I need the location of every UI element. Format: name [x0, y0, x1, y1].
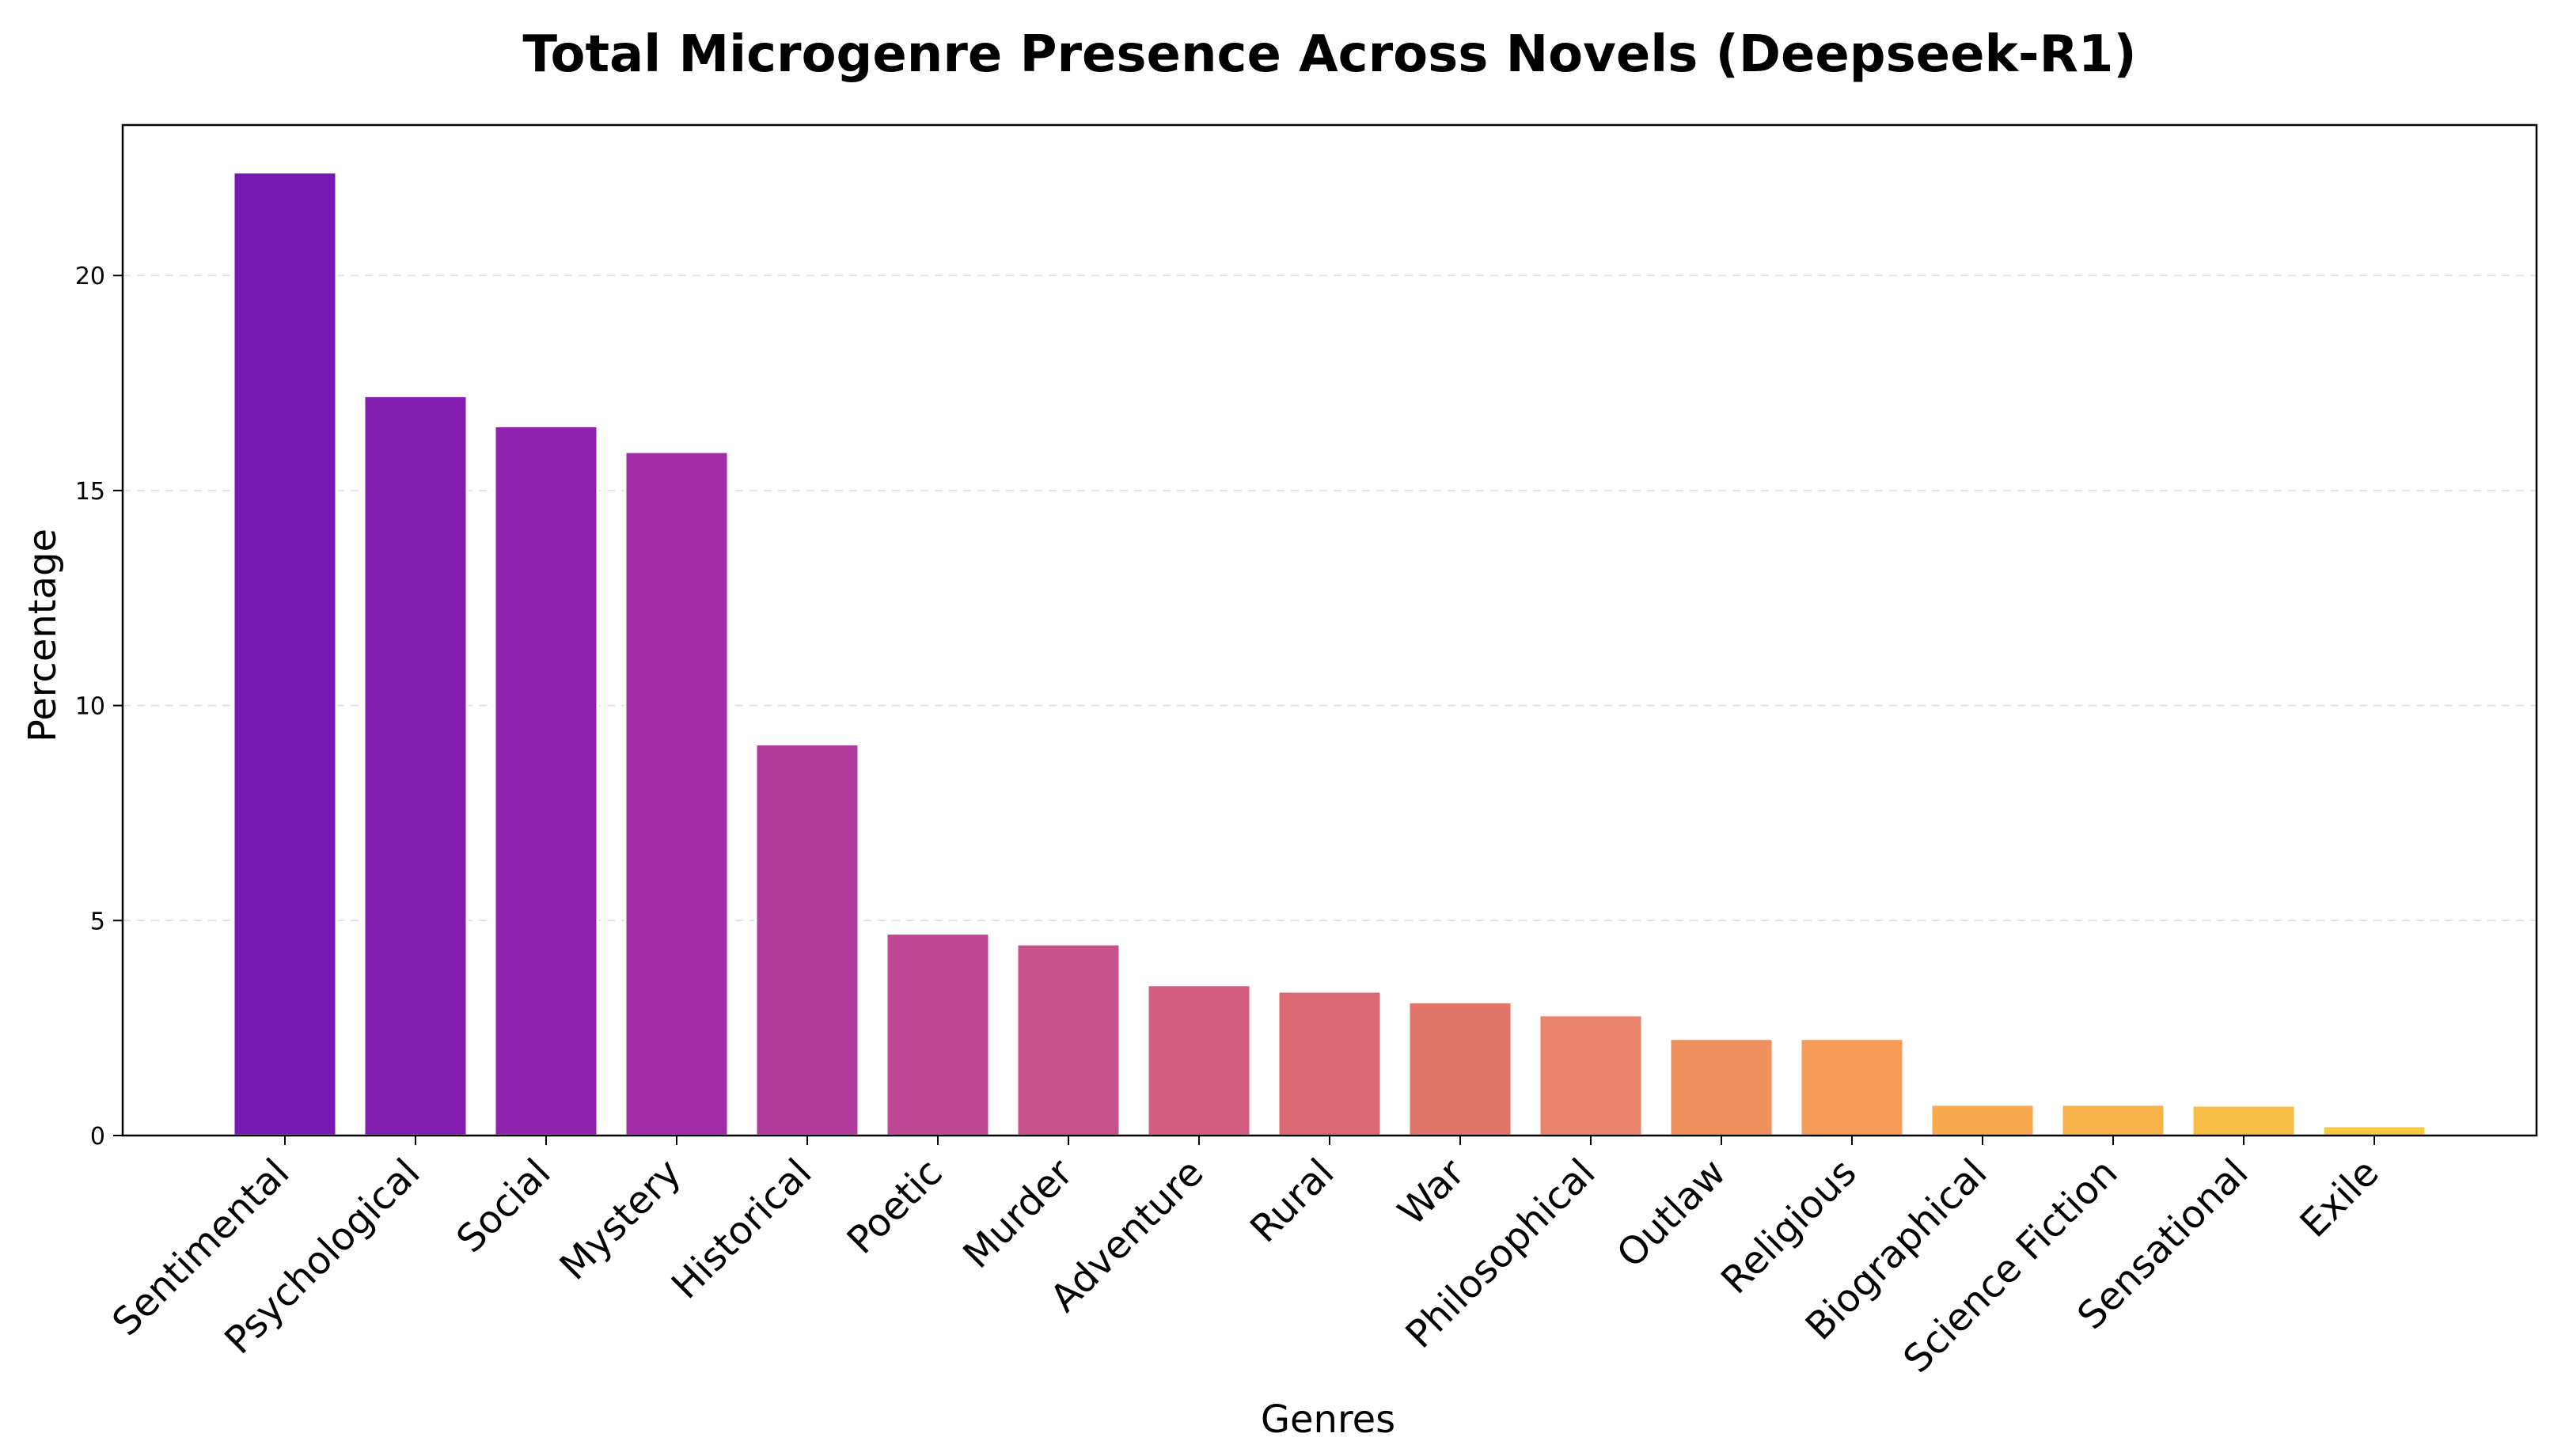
- y-ticks: 0 5 10 15 20: [75, 263, 123, 1151]
- bar-murder: [1015, 942, 1121, 1137]
- bar-social: [493, 424, 599, 1137]
- x-tick-label: Poetic: [839, 1151, 951, 1263]
- bar-rural: [1277, 990, 1383, 1137]
- x-tick-label: War: [1390, 1151, 1474, 1234]
- chart-title: Total Microgenre Presence Across Novels …: [522, 25, 2136, 84]
- bar-adventure: [1146, 984, 1252, 1137]
- bar-war: [1407, 1001, 1513, 1137]
- bar-science-fiction: [2060, 1103, 2166, 1137]
- x-tick-label: Historical: [663, 1151, 821, 1308]
- bar-sensational: [2191, 1104, 2297, 1137]
- bar-exile: [2321, 1124, 2427, 1137]
- bars: [232, 171, 2427, 1137]
- bar-mystery: [624, 450, 730, 1137]
- x-axis-label: Genres: [1261, 1397, 1395, 1442]
- plot-frame: [121, 123, 2538, 1137]
- bar-philosophical: [1538, 1014, 1644, 1137]
- y-tick-label: 20: [75, 263, 105, 290]
- bar-psychological: [362, 394, 469, 1137]
- y-tick-label: 5: [90, 908, 105, 935]
- y-tick-label: 0: [90, 1123, 105, 1151]
- x-tick-label: Outlaw: [1608, 1151, 1734, 1276]
- y-axis-label: Percentage: [21, 529, 65, 742]
- y-tick-label: 10: [75, 693, 105, 721]
- y-tick-label: 15: [75, 478, 105, 506]
- x-tick-label: Rural: [1242, 1151, 1342, 1251]
- grid: [123, 275, 2537, 922]
- x-tick-label: Mystery: [552, 1151, 690, 1289]
- bar-biographical: [1930, 1103, 2036, 1137]
- bar-historical: [754, 743, 860, 1137]
- x-tick-label: Exile: [2292, 1151, 2388, 1246]
- bar-poetic: [885, 932, 991, 1137]
- bar-outlaw: [1668, 1037, 1774, 1137]
- x-tick-label: Murder: [954, 1151, 1081, 1277]
- bar-religious: [1799, 1037, 1905, 1137]
- x-tick-label: Social: [448, 1151, 559, 1261]
- bar-sentimental: [232, 171, 338, 1137]
